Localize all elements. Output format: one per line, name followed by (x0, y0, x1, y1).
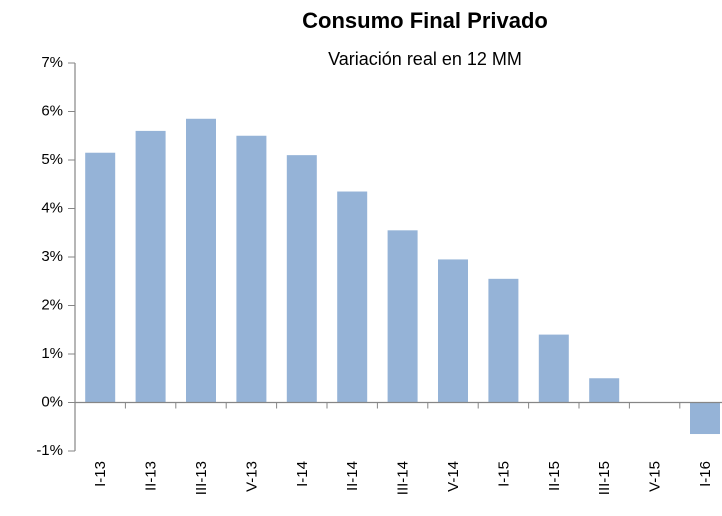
y-tick-label: 4% (41, 199, 63, 216)
y-tick-label: 7% (41, 54, 63, 71)
x-tick-label: V-15 (647, 461, 664, 492)
bar (135, 130, 166, 403)
x-tick-label: I-15 (495, 461, 512, 487)
x-tick-label: I-14 (294, 461, 311, 487)
x-tick-label: III-13 (193, 461, 210, 495)
bar (589, 378, 620, 403)
bar (337, 191, 368, 403)
x-tick-label: III-15 (596, 461, 613, 495)
x-tick-label: V-13 (243, 461, 260, 492)
y-tick-label: 5% (41, 151, 63, 168)
y-tick-label: 0% (41, 393, 63, 410)
x-tick-label: III-14 (395, 461, 412, 495)
bar (488, 278, 519, 403)
y-tick-label: -1% (36, 442, 63, 459)
bar (438, 259, 468, 403)
bar (387, 230, 418, 403)
x-tick-label: I-13 (92, 461, 109, 487)
y-tick-label: 2% (41, 296, 63, 313)
x-tick-label: II-14 (344, 461, 361, 491)
y-tick-label: 6% (41, 102, 63, 119)
x-tick-label: II-15 (546, 461, 563, 491)
x-tick-label: V-14 (445, 461, 462, 492)
chart-title: Consumo Final Privado (302, 8, 548, 33)
chart-subtitle: Variación real en 12 MM (328, 49, 522, 69)
y-tick-label: 1% (41, 345, 63, 362)
x-tick-label: II-13 (143, 461, 160, 491)
bar (690, 402, 720, 435)
bar (538, 334, 569, 403)
bar (85, 152, 116, 403)
bar (286, 155, 317, 403)
bar (186, 118, 216, 403)
bar (236, 135, 267, 403)
x-tick-label: I-16 (697, 461, 714, 487)
y-tick-label: 3% (41, 248, 63, 265)
